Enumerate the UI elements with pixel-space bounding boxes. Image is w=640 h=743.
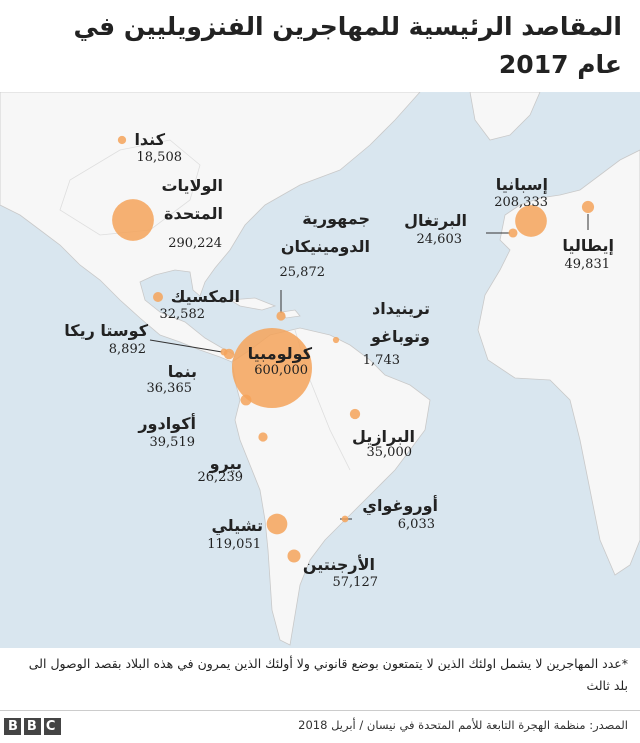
- bubble: [332, 336, 340, 344]
- value-label: 600,000: [254, 363, 308, 378]
- value-label: 1,743: [362, 353, 400, 368]
- country-name: كوستا ريكا: [64, 321, 148, 340]
- country-name: أكوادور: [138, 414, 196, 433]
- value-label: 36,365: [146, 381, 193, 396]
- value-label: 24,603: [416, 232, 463, 247]
- land: [0, 92, 640, 646]
- map: [0, 92, 640, 648]
- country-name: أوروغواي: [362, 496, 438, 515]
- value-label: 119,051: [207, 537, 261, 552]
- country-name: تشيلي: [211, 516, 263, 535]
- country-name: إسبانيا: [495, 175, 548, 194]
- bubble: [515, 205, 547, 237]
- country-name: ترينيداد وتوباغو: [371, 299, 430, 346]
- value-label: 49,831: [564, 257, 611, 272]
- leader-line: [149, 339, 223, 353]
- country-name: البرتغال: [404, 211, 467, 230]
- source: المصدر: منظمة الهجرة التابعة للأمم المتح…: [298, 718, 628, 732]
- divider: [0, 710, 640, 711]
- bubble: [508, 228, 518, 238]
- logo: BBC: [8, 719, 65, 734]
- value-label: 39,519: [149, 435, 196, 450]
- bubble: [341, 515, 349, 523]
- bubble: [276, 311, 286, 321]
- value-label: 290,224: [168, 236, 222, 251]
- footnote: *عدد المهاجرين لا يشمل اولئك الذين لا يت…: [28, 656, 628, 693]
- bubble: [112, 199, 154, 241]
- bubble: [223, 348, 235, 360]
- bubble: [266, 513, 288, 535]
- title: المقاصد الرئيسية للمهاجرين الفنزويليين ف…: [73, 12, 622, 79]
- bubble: [117, 135, 127, 145]
- bubble: [232, 328, 312, 408]
- value-label: 6,033: [397, 517, 435, 532]
- bubble: [258, 432, 268, 442]
- country-name: كولومبيا: [247, 344, 312, 363]
- value-label: 8,892: [108, 342, 146, 357]
- country-name: بنما: [167, 362, 197, 381]
- bubble: [349, 408, 361, 420]
- value-label: 25,872: [279, 265, 326, 280]
- value-label: 208,333: [494, 195, 548, 210]
- country-name: جمهورية الدومينيكان: [280, 209, 370, 256]
- value-label: 35,000: [366, 445, 413, 460]
- country-name: البرازيل: [352, 427, 415, 446]
- bubble: [287, 549, 301, 563]
- country-name: الأرجنتين: [302, 555, 375, 574]
- bubbles: [112, 135, 595, 563]
- country-name: بيرو: [209, 454, 242, 473]
- country-name: كندا: [134, 130, 165, 149]
- value-label: 32,582: [159, 307, 206, 322]
- country-name: المكسيك: [170, 287, 240, 306]
- bubble: [152, 291, 164, 303]
- logo-boxes: [4, 718, 61, 735]
- value-label: 26,239: [197, 470, 244, 485]
- value-label: 18,508: [136, 150, 183, 165]
- country-name: الولايات المتحدة: [161, 176, 223, 223]
- bubble: [581, 200, 595, 214]
- bubble: [240, 394, 252, 406]
- country-name: إيطاليا: [562, 236, 614, 255]
- value-label: 57,127: [332, 575, 379, 590]
